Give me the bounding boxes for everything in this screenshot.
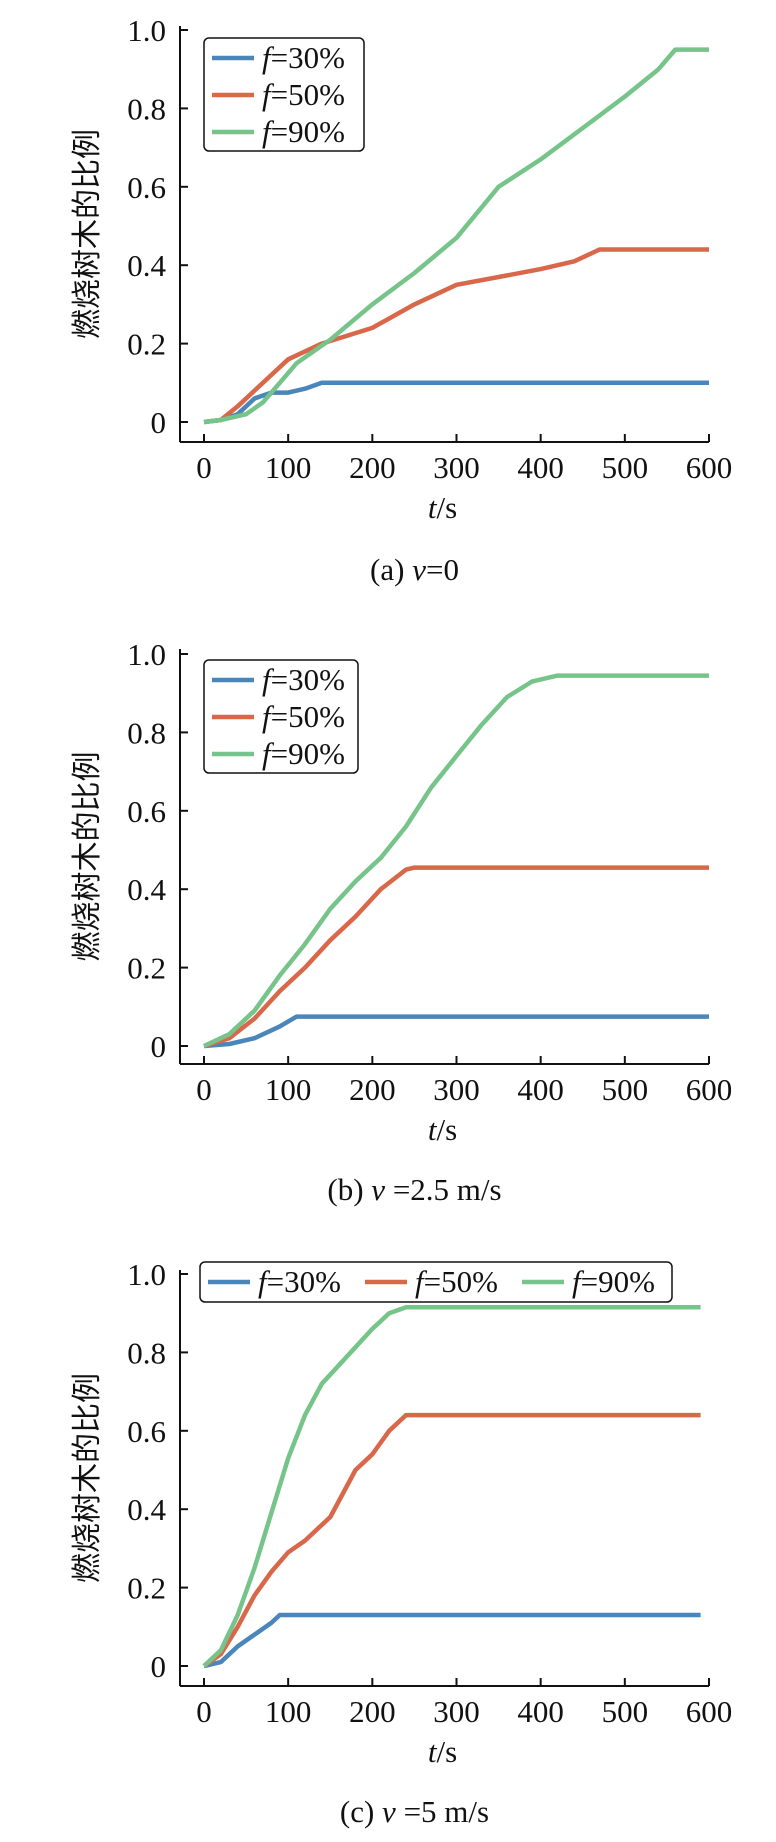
x-tick-label: 300	[433, 1072, 480, 1107]
y-tick-label: 0.4	[127, 248, 166, 283]
legend-label: f=30%	[262, 40, 345, 75]
x-tick-label: 400	[517, 450, 564, 485]
y-tick-label: 0	[151, 1649, 167, 1684]
x-axis-label: t/s	[428, 490, 457, 525]
x-tick-label: 0	[196, 1072, 212, 1107]
legend-label: f=90%	[262, 736, 345, 771]
chart-panel-3: 0 0.2 0.4 0.6 0.8 1.0 0 100 200 300 400 500 600 燃烧树木的…	[70, 1257, 732, 1829]
y-tick-label: 1.0	[127, 637, 166, 672]
x-tick-label: 600	[686, 1694, 733, 1729]
x-tick-label: 500	[602, 1694, 649, 1729]
series-line-2	[203, 247, 709, 425]
x-tick-label: 200	[349, 450, 396, 485]
x-tick-label: 0	[196, 1694, 212, 1729]
series-line-1	[203, 1014, 709, 1049]
series-line-1	[203, 380, 709, 425]
legend: f=30%f=50%f=90%	[203, 659, 359, 774]
series-line-3	[203, 673, 709, 1049]
legend: f=30%f=50%f=90%	[203, 37, 365, 152]
x-axis-label: t/s	[428, 1112, 457, 1147]
legend-label: f=90%	[262, 114, 345, 149]
x-tick-label: 300	[433, 450, 480, 485]
y-tick-label: 1.0	[127, 1257, 166, 1292]
y-tick-label: 0.6	[127, 170, 166, 205]
x-tick-label: 200	[349, 1694, 396, 1729]
legend-box	[203, 659, 359, 774]
y-tick-label: 0.2	[127, 1571, 166, 1606]
legend-label: f=50%	[262, 699, 345, 734]
panel-caption: (c) v =5 m/s	[340, 1794, 489, 1829]
y-tick-label: 0.8	[127, 715, 166, 750]
x-tick-label: 300	[433, 1694, 480, 1729]
x-tick-label: 100	[265, 1072, 312, 1107]
chart-panel-1: 0 0.2 0.4 0.6 0.8 1.0 0 100 200 300 400 500 600 燃烧树木的…	[70, 13, 732, 587]
y-tick-label: 0.8	[127, 1335, 166, 1370]
panel-caption: (b) v =2.5 m/s	[327, 1172, 501, 1207]
x-tick-label: 100	[265, 1694, 312, 1729]
legend-label: f=30%	[262, 662, 345, 697]
x-tick-label: 0	[196, 450, 212, 485]
x-tick-label: 400	[517, 1072, 564, 1107]
y-tick-label: 0.4	[127, 1492, 166, 1527]
y-tick-label: 0.2	[127, 951, 166, 986]
y-axis-label: 燃烧树木的比例	[70, 1373, 105, 1583]
panel-caption: (a) v=0	[370, 552, 459, 587]
y-tick-label: 0.6	[127, 794, 166, 829]
series-line-2	[203, 865, 709, 1049]
y-tick-label: 0.2	[127, 327, 166, 362]
y-tick-label: 0.6	[127, 1414, 166, 1449]
legend-box	[199, 1261, 673, 1303]
chart-panel-2: 0 0.2 0.4 0.6 0.8 1.0 0 100 200 300 400 500 600 燃烧树木的…	[70, 637, 732, 1207]
legend-label: f=30%	[258, 1264, 341, 1299]
y-tick-label: 0.4	[127, 872, 166, 907]
y-axis-label: 燃烧树木的比例	[70, 129, 105, 339]
x-tick-label: 100	[265, 450, 312, 485]
y-tick-label: 0	[151, 405, 167, 440]
series-line-3	[202, 1305, 701, 1668]
legend: f=30% f=50% f=90%	[199, 1261, 673, 1303]
series-line-1	[203, 1612, 701, 1669]
y-tick-label: 0.8	[127, 91, 166, 126]
series-line-2	[202, 1412, 701, 1668]
series-line-3	[203, 47, 709, 425]
y-tick-label: 1.0	[127, 13, 166, 48]
x-tick-label: 500	[602, 450, 649, 485]
y-axis-label: 燃烧树木的比例	[70, 752, 105, 962]
x-tick-label: 400	[517, 1694, 564, 1729]
x-axis-label: t/s	[428, 1734, 457, 1769]
legend-label: f=50%	[262, 77, 345, 112]
legend-label: f=90%	[572, 1264, 655, 1299]
legend-label: f=50%	[415, 1264, 498, 1299]
x-tick-label: 200	[349, 1072, 396, 1107]
x-tick-label: 600	[686, 1072, 733, 1107]
x-tick-label: 500	[602, 1072, 649, 1107]
legend-box	[203, 37, 365, 152]
y-tick-label: 0	[151, 1029, 167, 1064]
x-tick-label: 600	[686, 450, 733, 485]
